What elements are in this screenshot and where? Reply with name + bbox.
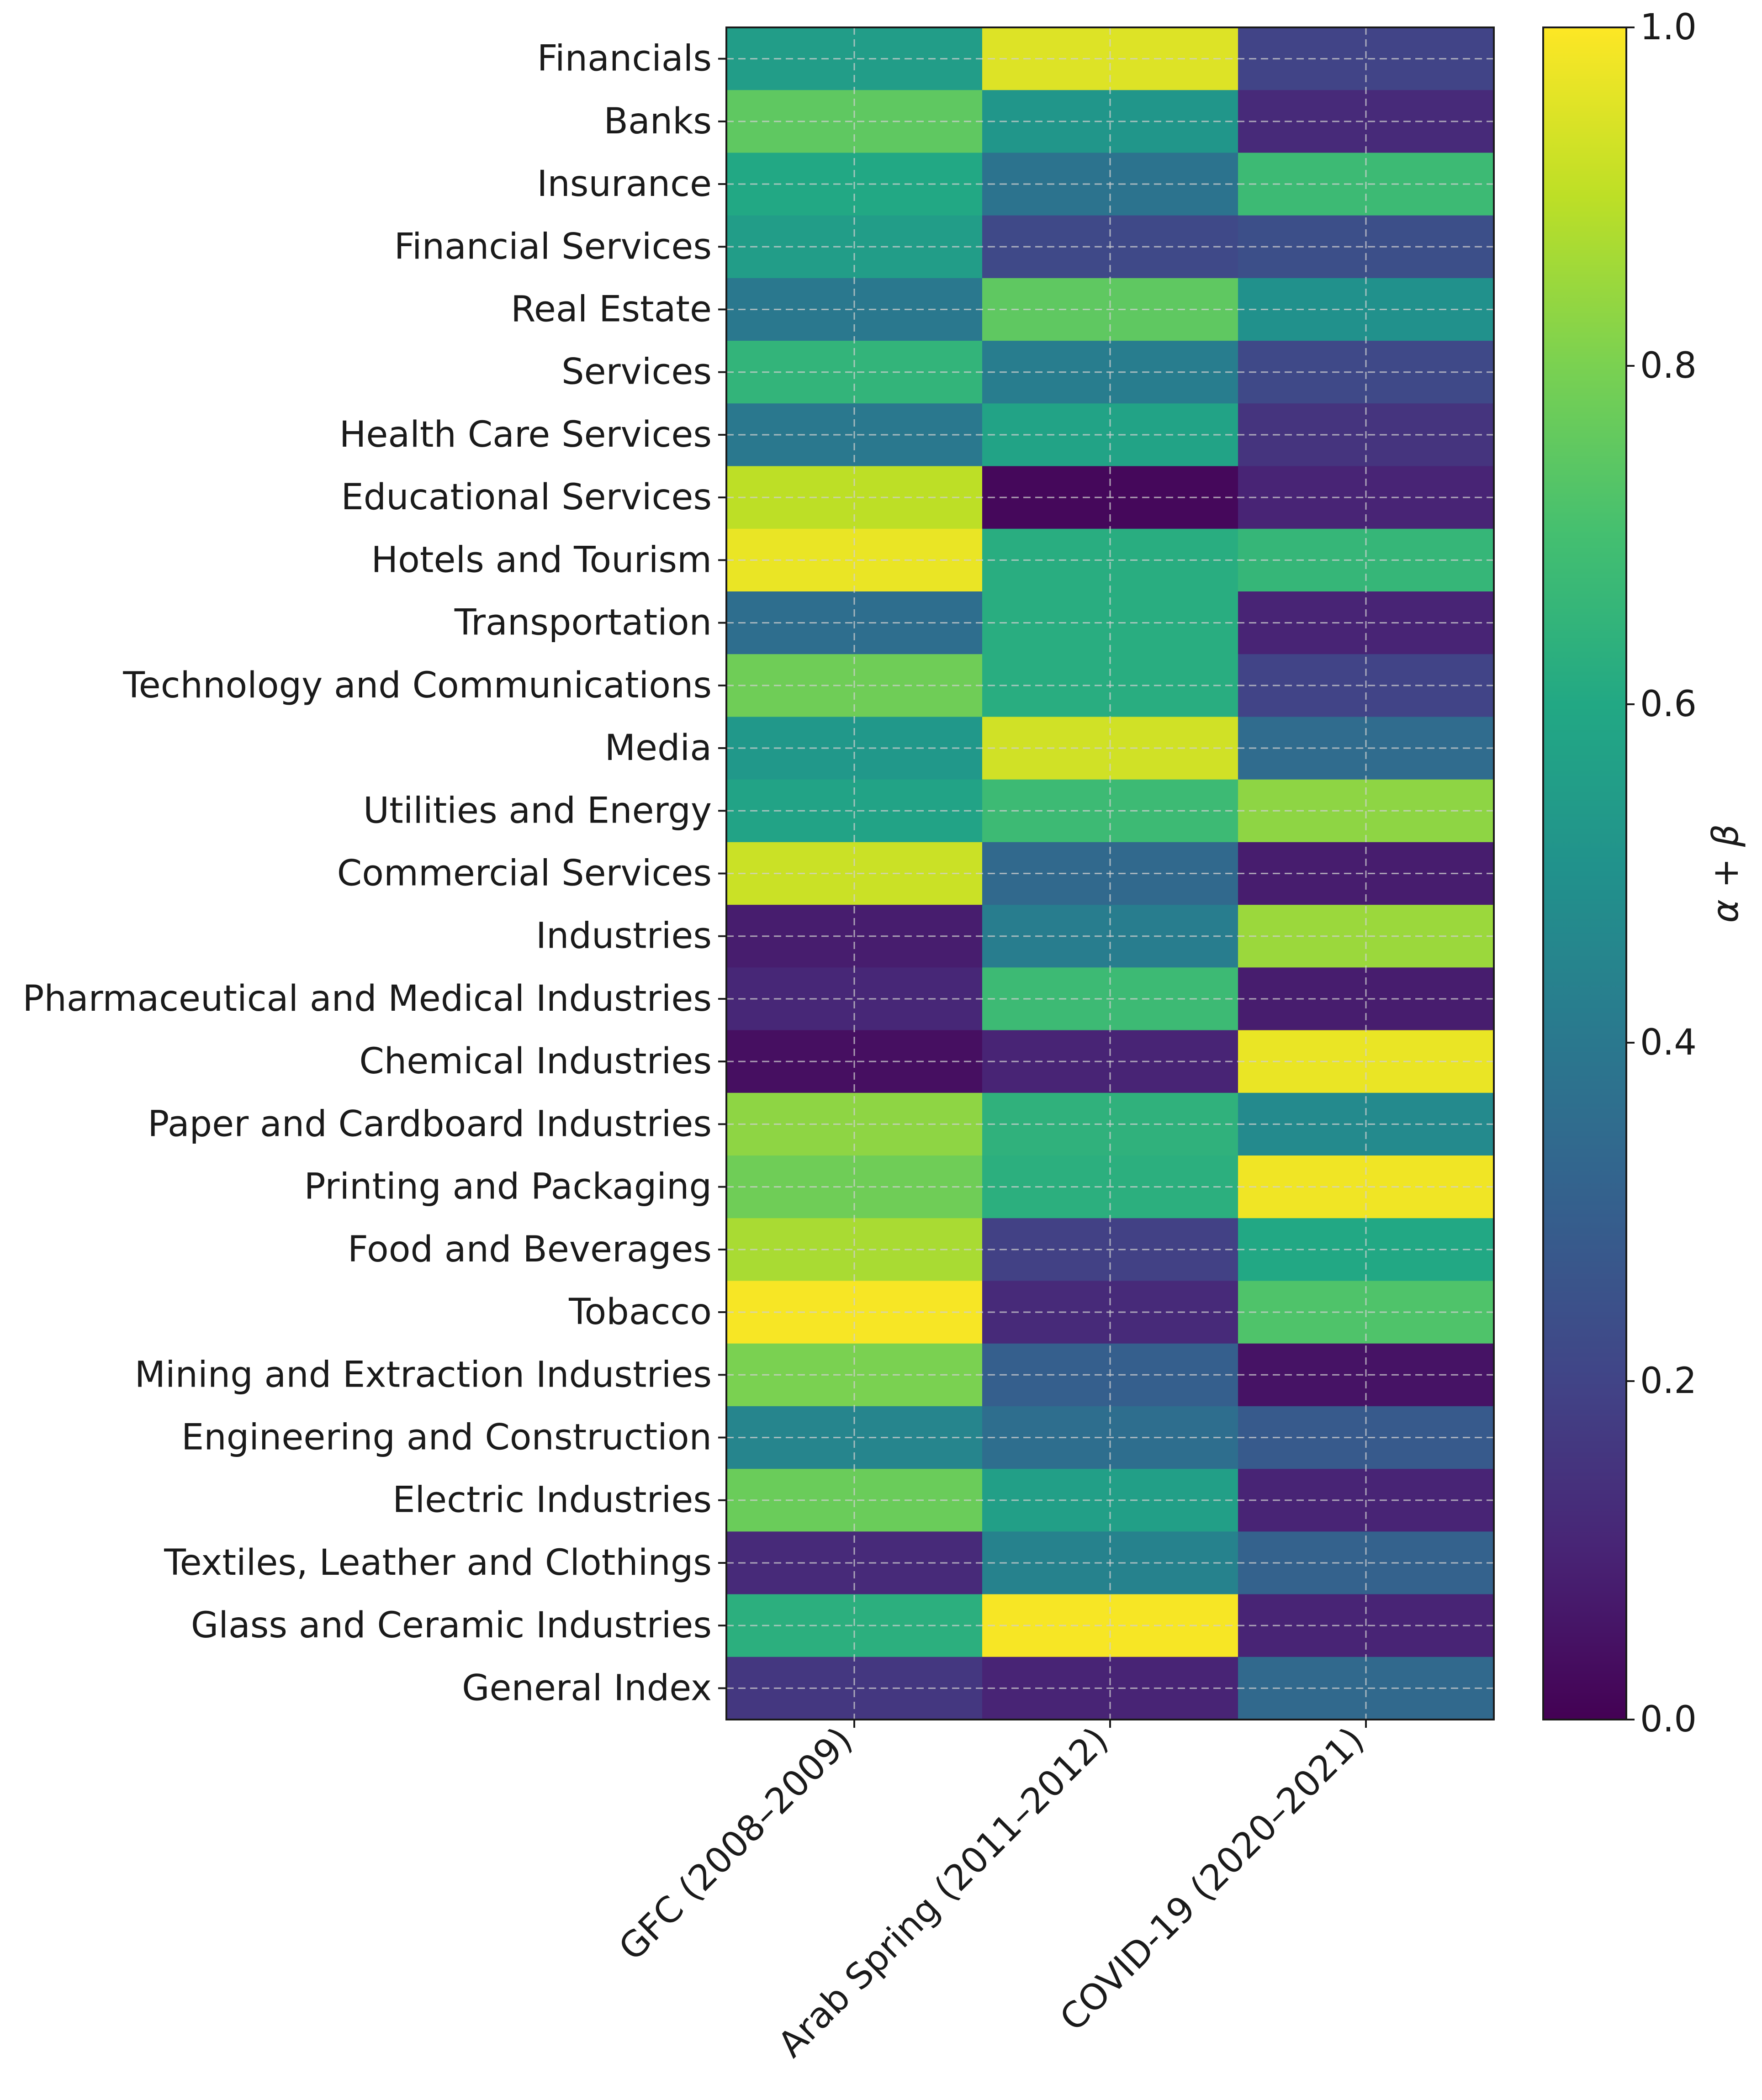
row-label: Utilities and Energy (363, 790, 712, 831)
row-label: Educational Services (341, 477, 712, 518)
row-label: Health Care Services (339, 414, 712, 455)
colorbar: 0.0 0.2 0.4 0.6 0.8 1.0 α + β (1542, 7, 1746, 1740)
row-label: Financials (537, 38, 712, 79)
column-label: COVID-19 (2020–2021) (1052, 1720, 1372, 2039)
row-label: Technology and Communications (122, 665, 712, 706)
row-label: Media (605, 728, 712, 769)
row-label: Mining and Extraction Industries (135, 1354, 712, 1395)
row-label: Paper and Cardboard Industries (148, 1103, 712, 1145)
row-label: Electric Industries (392, 1480, 712, 1521)
row-label: Real Estate (511, 289, 712, 330)
row-label: Engineering and Construction (181, 1417, 712, 1458)
row-label: Industries (536, 916, 712, 957)
row-label: Chemical Industries (359, 1041, 712, 1082)
row-label: Transportation (454, 602, 712, 644)
row-label: Services (561, 352, 712, 393)
colorbar-tick-label: 0.4 (1640, 1022, 1697, 1063)
column-label: GFC (2008–2009) (611, 1720, 860, 1968)
colorbar-tick-label: 1.0 (1640, 7, 1697, 48)
row-label: Insurance (537, 164, 712, 205)
colorbar-tick-label: 0.2 (1640, 1361, 1697, 1402)
colorbar-gradient (1542, 26, 1627, 1720)
row-label: Financial Services (394, 226, 712, 267)
colorbar-tick-label: 0.0 (1640, 1699, 1697, 1740)
row-label: Commercial Services (337, 853, 712, 894)
gridlines (726, 27, 1494, 1720)
row-label: Hotels and Tourism (371, 539, 712, 580)
row-label: Pharmaceutical and Medical Industries (22, 978, 712, 1019)
row-label: General Index (462, 1667, 712, 1709)
row-labels: Financials Banks Insurance Financial Servic… (22, 38, 712, 1709)
row-label: Printing and Packaging (304, 1166, 712, 1208)
row-label: Tobacco (568, 1292, 712, 1333)
row-label: Textiles, Leather and Clothings (164, 1542, 712, 1583)
column-labels: GFC (2008–2009)Arab Spring (2011–2012)CO… (611, 1720, 1372, 2065)
row-label: Food and Beverages (348, 1229, 712, 1270)
colorbar-tick-label: 0.6 (1640, 684, 1697, 725)
colorbar-label: α + β (1705, 824, 1746, 923)
row-label: Banks (603, 101, 712, 142)
row-label: Glass and Ceramic Industries (191, 1605, 712, 1646)
axes (718, 26, 1495, 1728)
colorbar-tick-label: 0.8 (1640, 345, 1697, 386)
